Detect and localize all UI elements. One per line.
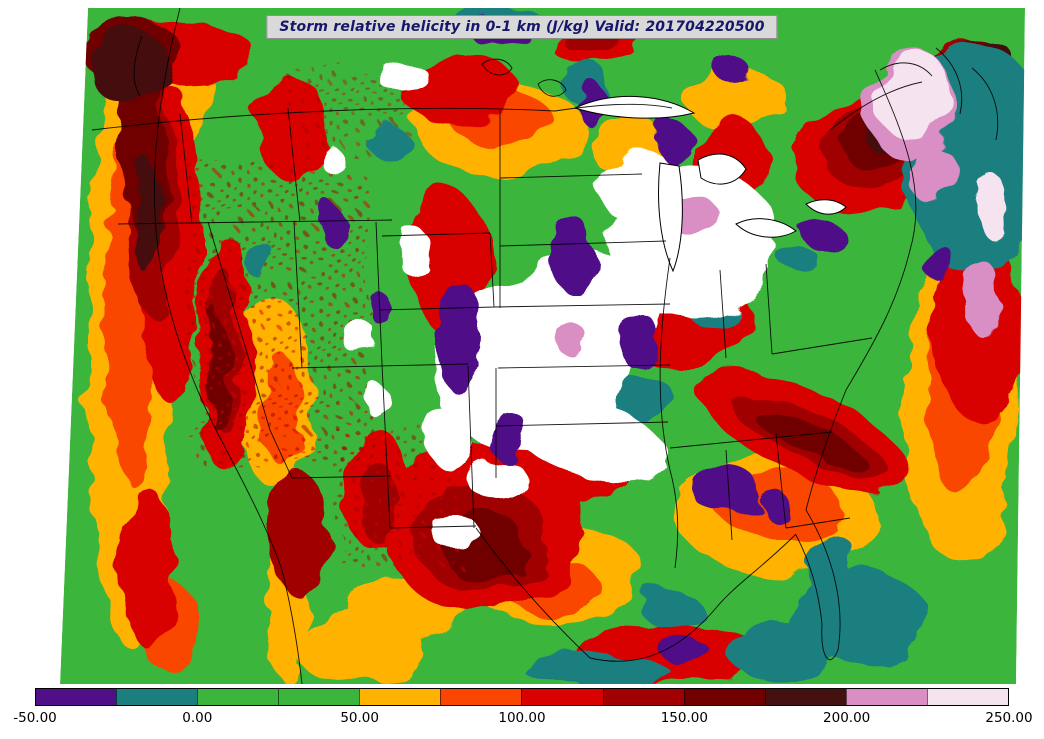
colorbar-segment-5 xyxy=(440,689,522,705)
colorbar-tick-labels: -50.00 0.00 50.00 100.00 150.00 200.00 250.00 xyxy=(13,710,1032,730)
colorbar-segment-8 xyxy=(683,689,765,705)
great-lakes-outlines xyxy=(573,95,847,273)
colorbar-tick-label: -50.00 xyxy=(13,710,57,726)
colorbar-tick-label: 200.00 xyxy=(823,710,871,726)
colorbar-segment-0 xyxy=(36,689,117,705)
colorbar-segment-3 xyxy=(278,689,360,705)
helicity-contour-blobs xyxy=(78,9,1025,684)
colorbar xyxy=(35,688,1009,706)
colorbar-segment-1 xyxy=(116,689,198,705)
map-title: Storm relative helicity in 0-1 km (J/kg)… xyxy=(266,15,778,39)
colorbar-segment-9 xyxy=(764,689,846,705)
helicity-map xyxy=(30,8,1025,684)
geographic-border-lines xyxy=(91,8,999,684)
colorbar-segment-2 xyxy=(197,689,279,705)
colorbar-segment-7 xyxy=(602,689,684,705)
colorbar-segment-4 xyxy=(359,689,441,705)
colorbar-segment-6 xyxy=(521,689,603,705)
colorbar-tick-label: 100.00 xyxy=(498,710,546,726)
colorbar-tick-label: 50.00 xyxy=(340,710,379,726)
colorbar-segment-11 xyxy=(926,689,1008,705)
colorbar-tick-label: 150.00 xyxy=(660,710,708,726)
colorbar-tick-label: 250.00 xyxy=(985,710,1033,726)
helicity-field-svg xyxy=(60,8,1025,684)
colorbar-segment-10 xyxy=(845,689,927,705)
colorbar-tick-label: 0.00 xyxy=(182,710,213,726)
